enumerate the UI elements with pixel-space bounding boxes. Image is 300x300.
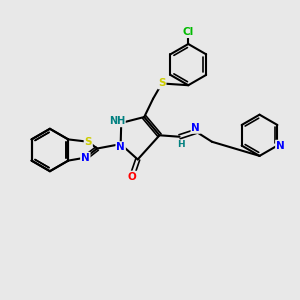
Text: N: N (276, 141, 285, 151)
Text: N: N (191, 123, 200, 133)
Text: NH: NH (109, 116, 125, 126)
Text: N: N (81, 153, 90, 163)
Text: N: N (116, 142, 125, 152)
Text: S: S (158, 79, 166, 88)
Text: Cl: Cl (183, 27, 194, 37)
Text: S: S (85, 137, 92, 147)
Text: H: H (177, 140, 185, 149)
Text: O: O (128, 172, 136, 182)
